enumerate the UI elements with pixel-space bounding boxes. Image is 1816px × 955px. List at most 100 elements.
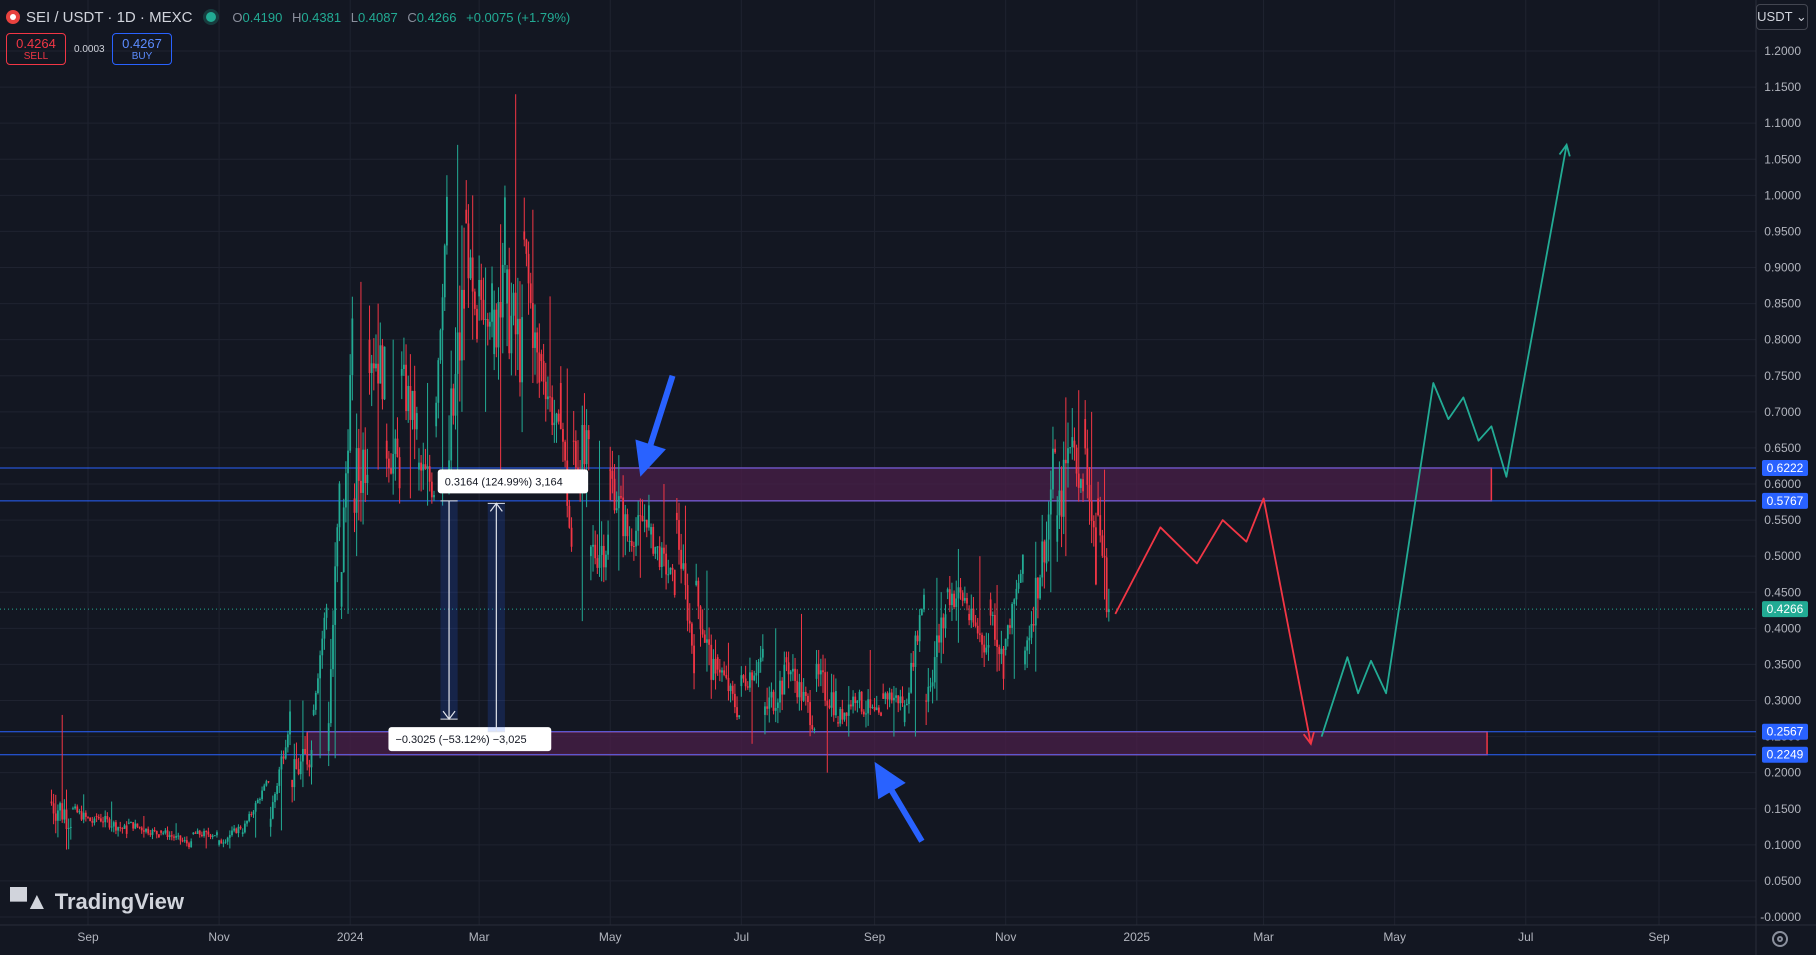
candle-body	[1019, 573, 1022, 583]
candle-body	[50, 801, 53, 804]
settings-gear-icon[interactable]	[1772, 931, 1788, 947]
buy-label: BUY	[131, 51, 153, 62]
bearish-projection	[1114, 497, 1312, 744]
symbol-header[interactable]: SEI / USDT · 1D · MEXC O0.4190 H0.4381 L…	[6, 6, 570, 28]
candle-body	[418, 462, 420, 470]
candle-body	[1026, 640, 1029, 651]
candle-body	[422, 464, 425, 471]
candle-body	[360, 480, 362, 493]
candle-body	[158, 834, 160, 838]
candle-body	[994, 615, 996, 640]
candle-body	[981, 634, 983, 645]
candle-body	[368, 339, 371, 374]
candle-body	[794, 668, 796, 681]
candle-body	[761, 648, 764, 658]
candle-body	[776, 702, 779, 708]
candle-body	[574, 441, 577, 468]
candle-body	[963, 597, 966, 601]
candle-body	[667, 574, 670, 576]
candle-body	[871, 707, 874, 709]
candle-body	[697, 580, 700, 607]
candle-body	[192, 832, 195, 835]
candle-body	[196, 830, 199, 834]
level-price-tag-bg	[1762, 492, 1808, 509]
currency-selector[interactable]: USDT ⌄	[1756, 4, 1808, 30]
candle-body	[663, 547, 665, 554]
tradingview-watermark[interactable]: ▀▲ TradingView	[10, 888, 184, 915]
candle-body	[228, 835, 231, 838]
candle-body	[456, 332, 459, 374]
candle-body	[1052, 448, 1054, 490]
candle-body	[834, 691, 837, 716]
candle-body	[802, 691, 805, 701]
candle-body	[387, 458, 390, 469]
candle-body	[362, 449, 364, 493]
candle-body	[396, 438, 399, 458]
price-tick-label: 0.5500	[1764, 513, 1801, 527]
candle-body	[1000, 648, 1003, 655]
candle-body	[278, 769, 281, 786]
candle-body	[1041, 541, 1044, 578]
candle-body	[510, 315, 513, 354]
candle-body	[372, 363, 375, 369]
candle-body	[501, 264, 504, 318]
candle-body	[1054, 448, 1056, 453]
candle-body	[897, 695, 900, 704]
candle-body	[974, 622, 977, 626]
candle-body	[162, 832, 165, 834]
candle-body	[415, 413, 418, 430]
bullish-projection-arrowhead	[1558, 142, 1571, 157]
symbol-title[interactable]: SEI / USDT · 1D · MEXC	[26, 8, 193, 26]
candle-body	[525, 239, 528, 254]
candle-body	[173, 836, 175, 838]
candle-body	[684, 563, 687, 586]
candle-body	[1032, 624, 1035, 626]
sell-button[interactable]: 0.4264 SELL	[6, 33, 66, 65]
candle-body	[729, 685, 732, 692]
candle-body	[669, 567, 672, 575]
candle-body	[332, 624, 334, 670]
candle-body	[224, 841, 227, 843]
candle-body	[282, 756, 285, 759]
candle-body	[789, 671, 792, 675]
candle-body	[130, 822, 132, 824]
candle-body	[514, 292, 517, 335]
candles	[50, 94, 1110, 850]
candle-body	[1058, 490, 1061, 516]
candle-body	[710, 644, 713, 680]
candle-body	[1084, 419, 1087, 449]
candle-body	[686, 585, 689, 621]
candle-body	[542, 361, 545, 382]
candle-body	[1017, 582, 1020, 589]
candle-body	[779, 680, 781, 703]
candle-body	[504, 197, 506, 265]
buy-button[interactable]: 0.4267 BUY	[112, 33, 172, 65]
candle-body	[764, 706, 766, 715]
candle-body	[568, 505, 571, 528]
candle-body	[452, 388, 455, 416]
candle-body	[648, 505, 650, 528]
candle-body	[837, 722, 839, 724]
price-tick-label: -0.0000	[1760, 910, 1801, 924]
candle-body	[289, 711, 291, 735]
candle-body	[650, 527, 652, 535]
price-tick-label: 0.7000	[1764, 405, 1801, 419]
candle-body	[660, 547, 663, 568]
candle-body	[179, 835, 182, 841]
candle-body	[306, 754, 309, 765]
candle-body	[467, 223, 470, 279]
candle-body	[693, 645, 695, 674]
candle-body	[1034, 577, 1037, 626]
candle-body	[983, 644, 986, 653]
candle-body	[970, 608, 973, 621]
measure-label-bg	[388, 727, 552, 752]
candle-body	[772, 691, 775, 711]
candle-body	[222, 842, 225, 844]
chevron-down-icon: ⌄	[1792, 9, 1807, 24]
candle-body	[521, 317, 524, 383]
candle-body	[312, 709, 315, 715]
candle-body	[482, 299, 485, 320]
candle-body	[544, 381, 547, 400]
